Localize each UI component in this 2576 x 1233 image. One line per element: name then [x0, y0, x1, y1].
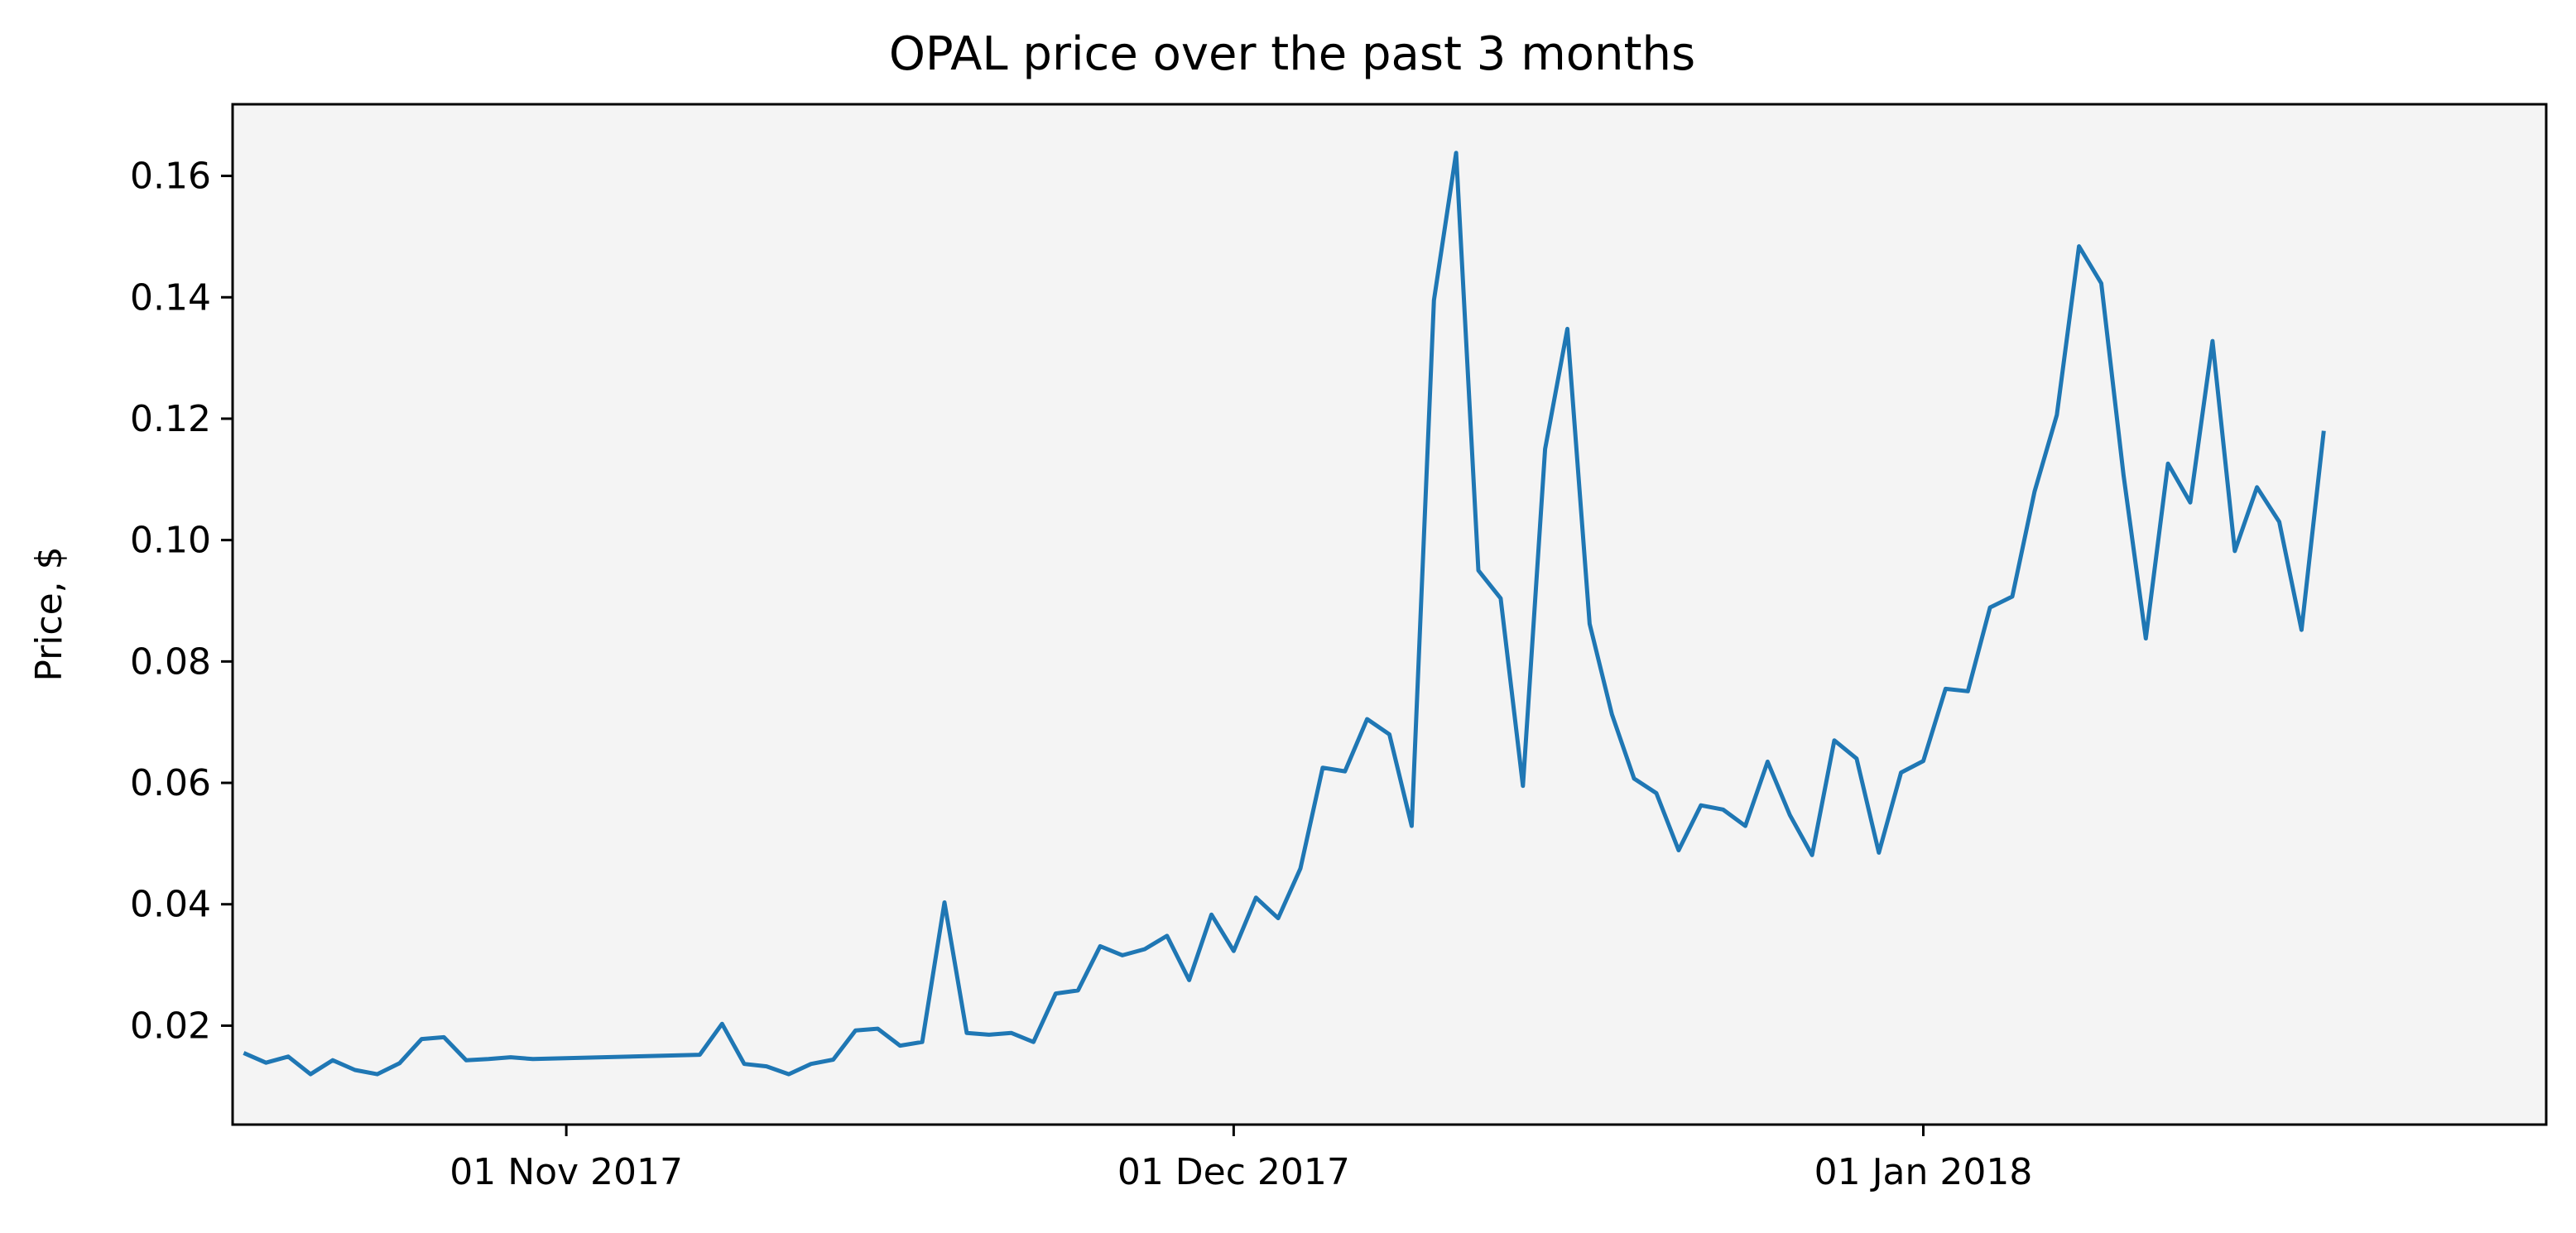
price-line — [243, 151, 2326, 1077]
y-tick-label: 0.14 — [130, 276, 211, 319]
x-tick-label: 01 Nov 2017 — [449, 1151, 683, 1193]
chart-title: OPAL price over the past 3 months — [889, 27, 1695, 81]
y-axis: 0.02 0.04 0.06 0.08 0.10 0.12 0.14 0.16 — [130, 156, 233, 1047]
x-tick-label: 01 Jan 2018 — [1814, 1151, 2033, 1193]
y-tick-label: 0.12 — [130, 398, 211, 440]
y-tick-label: 0.16 — [130, 156, 211, 198]
y-tick-label: 0.10 — [130, 520, 211, 562]
plot-frame — [231, 103, 2548, 1126]
plot-area — [233, 104, 2546, 1125]
y-tick-label: 0.02 — [130, 1005, 211, 1047]
x-axis: 01 Nov 2017 01 Dec 2017 01 Jan 2018 — [449, 1125, 2032, 1193]
y-axis-label: Price, $ — [28, 546, 70, 681]
y-tick-label: 0.04 — [130, 884, 211, 926]
x-tick-label: 01 Dec 2017 — [1117, 1151, 1350, 1193]
y-tick-label: 0.08 — [130, 640, 211, 683]
y-tick-label: 0.06 — [130, 762, 211, 804]
